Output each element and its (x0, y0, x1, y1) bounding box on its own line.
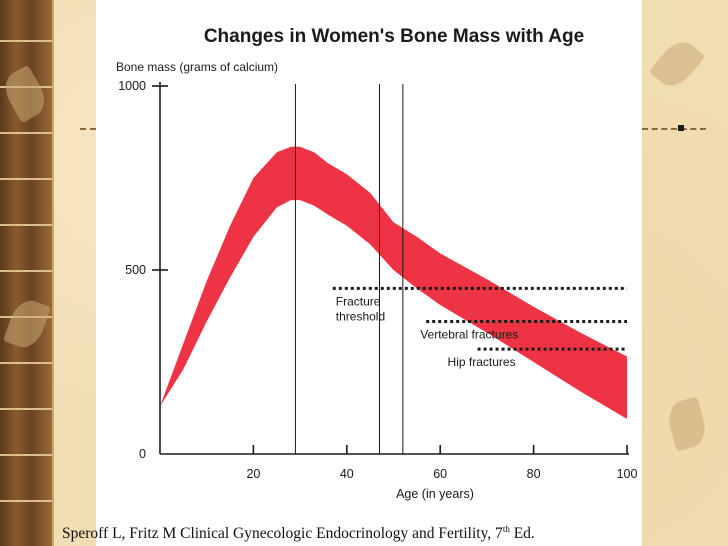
citation: Speroff L, Fritz M Clinical Gynecologic … (62, 524, 535, 543)
chart-title: Changes in Women's Bone Mass with Age (204, 26, 584, 47)
citation-tail: Ed. (509, 525, 535, 543)
x-tick-label: 80 (527, 467, 541, 481)
y-tick-label: 1000 (118, 79, 146, 93)
decorative-dot (678, 125, 684, 131)
y-axis-label: Bone mass (grams of calcium) (116, 60, 278, 74)
decorative-dash-right (642, 128, 706, 130)
y-tick-label: 0 (139, 447, 146, 461)
citation-superscript: th (502, 524, 510, 534)
threshold-label: threshold (336, 309, 385, 323)
threshold-label: Hip fractures (448, 355, 516, 369)
x-tick-label: 20 (246, 467, 260, 481)
x-tick-label: 100 (617, 467, 638, 481)
chart-panel (96, 0, 642, 546)
bone-mass-band (160, 146, 627, 419)
y-tick-label: 500 (125, 263, 146, 277)
decorative-dash-left (80, 128, 96, 130)
x-axis-label: Age (in years) (396, 487, 474, 501)
x-tick-label: 40 (340, 467, 354, 481)
x-tick-label: 60 (433, 467, 447, 481)
threshold-label: Fracture (336, 294, 381, 308)
citation-text: Speroff L, Fritz M Clinical Gynecologic … (62, 525, 503, 543)
threshold-label: Vertebral fractures (420, 328, 518, 342)
